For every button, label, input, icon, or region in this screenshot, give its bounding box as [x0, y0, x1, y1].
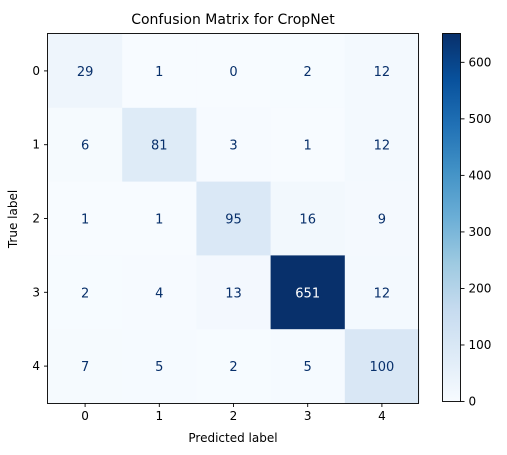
heatmap-cells: 29 1 0 2 12 6 81 3 1 12 1 1 95 16 9 2 4 13 651 12 7 5 2 5 100: [48, 34, 419, 403]
y-axis-label: True label: [6, 190, 20, 249]
y-tick-label: 3: [32, 285, 40, 299]
y-tick-label: 0: [32, 64, 40, 78]
colorbar: [443, 34, 461, 402]
cell-value-label: 1: [304, 139, 312, 154]
chart-title: Confusion Matrix for CropNet: [131, 12, 335, 28]
cell-value-label: 95: [225, 213, 242, 228]
colorbar-tick-label: 500: [469, 112, 492, 126]
y-axis-ticks: 0 1 2 3 4: [32, 64, 48, 373]
cell-value-label: 3: [229, 139, 237, 154]
cell-value-label: 9: [378, 213, 386, 228]
cell-value-label: 12: [374, 286, 391, 301]
x-tick-label: 2: [230, 409, 238, 423]
x-tick-label: 4: [378, 409, 386, 423]
colorbar-tick-label: 0: [469, 395, 477, 409]
cell-value-label: 1: [155, 213, 163, 228]
y-tick-label: 1: [32, 138, 40, 152]
cell-value-label: 4: [155, 286, 163, 301]
cell-value-label: 0: [229, 65, 237, 80]
cell-value-label: 81: [151, 139, 168, 154]
cell-value-label: 651: [295, 286, 320, 301]
x-tick-label: 1: [155, 409, 163, 423]
cell-value-label: 2: [304, 65, 312, 80]
x-tick-label: 0: [81, 409, 89, 423]
cell-value-label: 100: [369, 360, 394, 375]
cell-value-label: 7: [81, 360, 89, 375]
cell-value-label: 5: [155, 360, 163, 375]
cell-value-label: 12: [374, 139, 391, 154]
colorbar-tick-label: 400: [469, 168, 492, 182]
colorbar-tick-label: 200: [469, 281, 492, 295]
colorbar-tick-label: 300: [469, 225, 492, 239]
x-axis-ticks: 0 1 2 3 4: [81, 403, 385, 423]
cell-value-label: 1: [155, 65, 163, 80]
y-tick-label: 4: [32, 359, 40, 373]
cell-value-label: 2: [229, 360, 237, 375]
cell-value-label: 5: [304, 360, 312, 375]
cell-value-label: 12: [374, 65, 391, 80]
cell-value-label: 1: [81, 213, 89, 228]
cell-value-label: 2: [81, 286, 89, 301]
colorbar-tick-label: 100: [469, 338, 492, 352]
cell-value-label: 13: [225, 286, 242, 301]
colorbar-tick-label: 600: [469, 55, 492, 69]
x-axis-label: Predicted label: [188, 431, 277, 445]
cell-value-label: 6: [81, 139, 89, 154]
x-tick-label: 3: [304, 409, 312, 423]
colorbar-ticks: 0 100 200 300 400 500 600: [461, 55, 492, 408]
y-tick-label: 2: [32, 212, 40, 226]
cell-value-label: 16: [299, 213, 316, 228]
cell-value-label: 29: [77, 65, 94, 80]
